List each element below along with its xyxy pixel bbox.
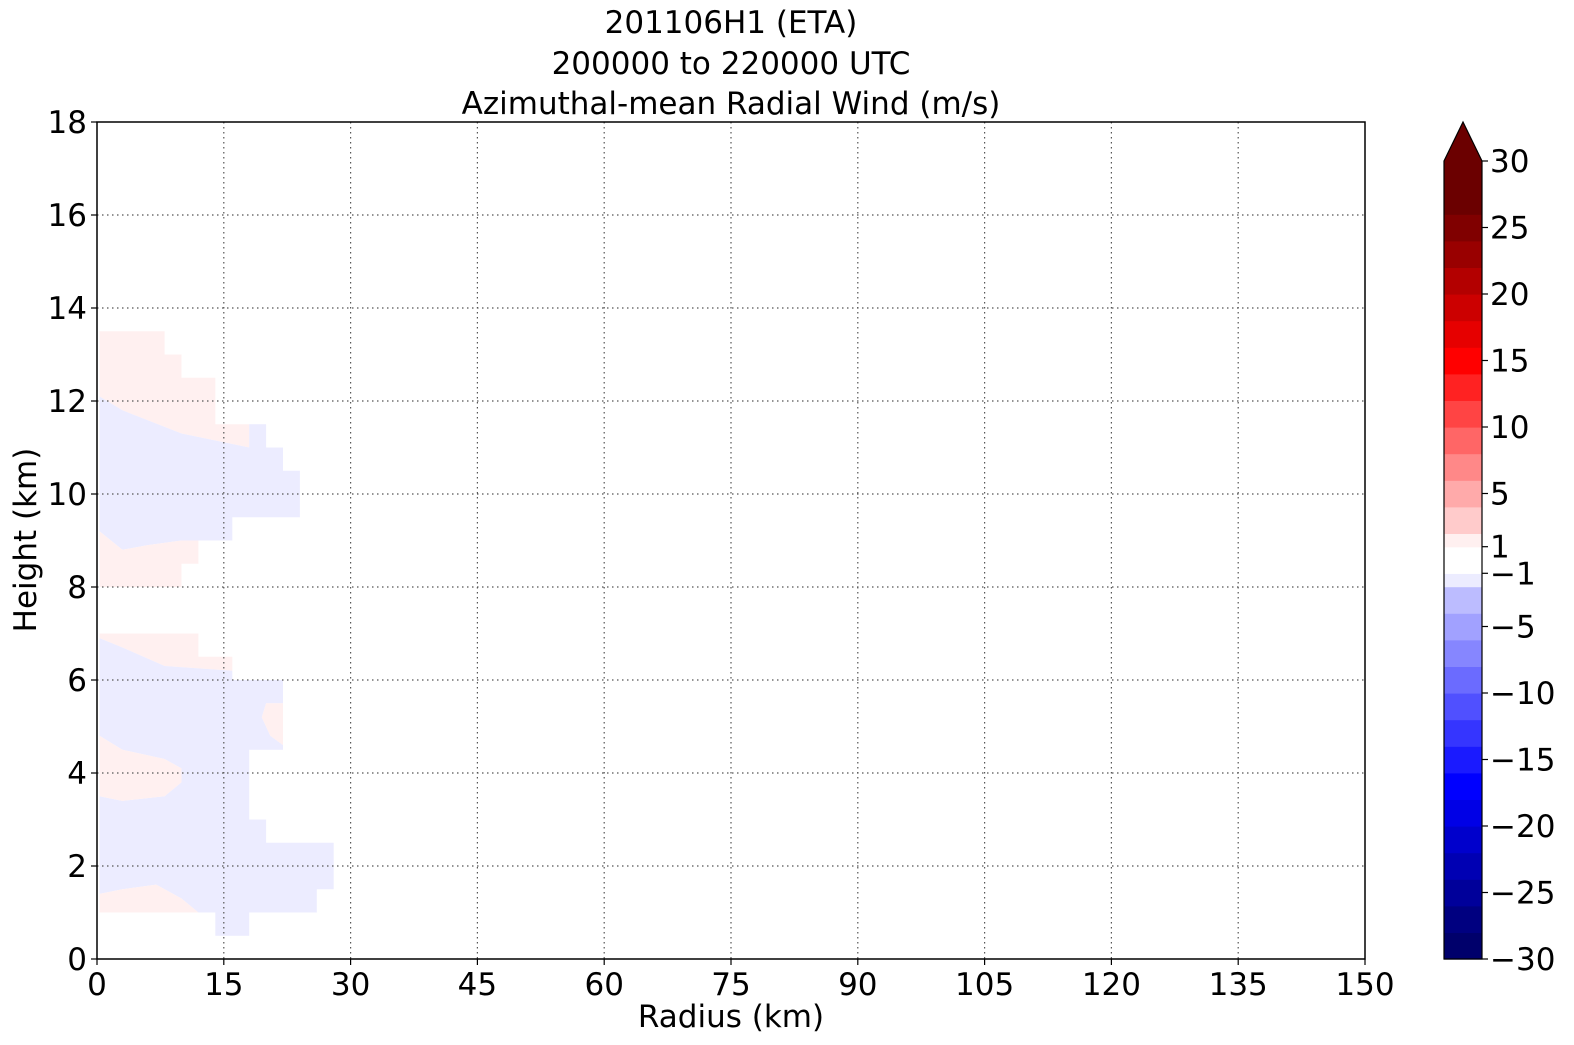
x-tick-label: 150: [1335, 967, 1394, 1003]
colorbar: 30 25 20 15 10 5 1−1 −5 −10 −15 −20 −25 −30: [1443, 120, 1555, 978]
x-tick-label: 120: [1082, 967, 1141, 1003]
colorbar-band: [1444, 214, 1482, 242]
y-tick-label: 0: [67, 942, 87, 978]
colorbar-band: [1444, 639, 1482, 667]
colorbar-band: [1444, 746, 1482, 774]
y-tick-label: 8: [67, 570, 87, 606]
colorbar-band: [1444, 772, 1482, 800]
colorbar-tick-label: 20: [1490, 277, 1529, 313]
wind-region-2: [99, 396, 300, 550]
x-tick-label: 135: [1209, 967, 1268, 1003]
wind-region-4: [99, 633, 233, 671]
colorbar-band: [1444, 719, 1482, 747]
x-tick-label: 75: [711, 967, 750, 1003]
wind-region-3: [99, 531, 233, 587]
colorbar-tick-label: −10: [1490, 676, 1555, 712]
wind-regions: [99, 331, 334, 936]
colorbar-band: [1444, 187, 1482, 215]
title-line-3: Azimuthal-mean Radial Wind (m/s): [462, 86, 1001, 122]
x-axis-ticks: 0 15 30 45 60 75 90 105 120 135 150: [87, 959, 1395, 1003]
colorbar-band: [1444, 666, 1482, 694]
y-tick-label: 16: [48, 198, 87, 234]
title-line-1: 201106H1 (ETA): [605, 5, 858, 41]
colorbar-band: [1444, 905, 1482, 933]
colorbar-band: [1444, 879, 1482, 907]
colorbar-extend-arrow: [1444, 122, 1482, 161]
colorbar-band: [1444, 453, 1482, 481]
colorbar-band: [1444, 320, 1482, 348]
colorbar-band: [1444, 533, 1482, 548]
y-tick-label: 6: [67, 663, 87, 699]
wind-region-8: [99, 884, 199, 913]
x-tick-label: 60: [584, 967, 623, 1003]
colorbar-tick-label: −20: [1490, 809, 1555, 845]
y-axis-label: Height (km): [8, 448, 44, 633]
wind-region-5: [99, 638, 334, 936]
colorbar-band: [1444, 613, 1482, 641]
colorbar-tick-label: 15: [1490, 344, 1529, 380]
x-tick-label: 0: [87, 967, 107, 1003]
x-axis-label: Radius (km): [638, 999, 824, 1035]
colorbar-tick-label: 10: [1490, 410, 1529, 446]
grid-lines: [97, 122, 1365, 959]
y-tick-label: 14: [48, 291, 87, 327]
x-tick-label: 45: [458, 967, 497, 1003]
x-tick-label: 30: [331, 967, 370, 1003]
colorbar-band: [1444, 373, 1482, 401]
colorbar-band: [1444, 347, 1482, 375]
colorbar-band: [1444, 427, 1482, 455]
colorbar-band: [1444, 586, 1482, 614]
colorbar-band: [1444, 799, 1482, 827]
y-axis-ticks: 0 2 4 6 8 10 12 14 16 18: [48, 105, 97, 978]
colorbar-tick-label: −30: [1490, 942, 1555, 978]
colorbar-band: [1444, 161, 1482, 189]
y-tick-label: 12: [48, 384, 87, 420]
y-tick-label: 4: [67, 756, 87, 792]
colorbar-band: [1444, 506, 1482, 534]
colorbar-outline: [1443, 120, 1483, 960]
colorbar-band: [1444, 546, 1482, 574]
colorbar-tick-label: −1: [1490, 556, 1536, 592]
y-tick-label: 2: [67, 849, 87, 885]
colorbar-tick-label: 25: [1490, 211, 1529, 247]
colorbar-tick-label: 30: [1490, 144, 1529, 180]
colorbar-tick-label: −15: [1490, 743, 1555, 779]
wind-region-7: [99, 735, 182, 801]
y-tick-label: 10: [48, 477, 87, 513]
colorbar-tick-label: 1: [1490, 530, 1510, 566]
colorbar-band: [1444, 573, 1482, 588]
colorbar-tick-label: −25: [1490, 876, 1555, 912]
chart-title: 201106H1 (ETA) 200000 to 220000 UTC Azim…: [462, 5, 1001, 122]
x-tick-label: 15: [204, 967, 243, 1003]
colorbar-band: [1444, 400, 1482, 428]
plot-area: 0 15 30 45 60 75 90 105 120 135 150 0 2 4 6 8 10 12 14 16 1…: [48, 105, 1395, 1003]
colorbar-tick-label: 5: [1490, 477, 1510, 513]
x-tick-label: 105: [955, 967, 1014, 1003]
colorbar-band: [1444, 267, 1482, 295]
y-tick-label: 18: [48, 105, 87, 141]
colorbar-band: [1444, 693, 1482, 721]
colorbar-band: [1444, 932, 1482, 960]
colorbar-band: [1444, 294, 1482, 322]
colorbar-band: [1444, 852, 1482, 880]
title-line-2: 200000 to 220000 UTC: [552, 46, 911, 82]
x-tick-label: 90: [838, 967, 877, 1003]
colorbar-band: [1444, 480, 1482, 508]
wind-region-6: [261, 703, 283, 746]
colorbar-band: [1444, 240, 1482, 268]
colorbar-band: [1444, 826, 1482, 854]
wind-region-1: [99, 331, 250, 448]
colorbar-tick-label: −5: [1490, 610, 1536, 646]
